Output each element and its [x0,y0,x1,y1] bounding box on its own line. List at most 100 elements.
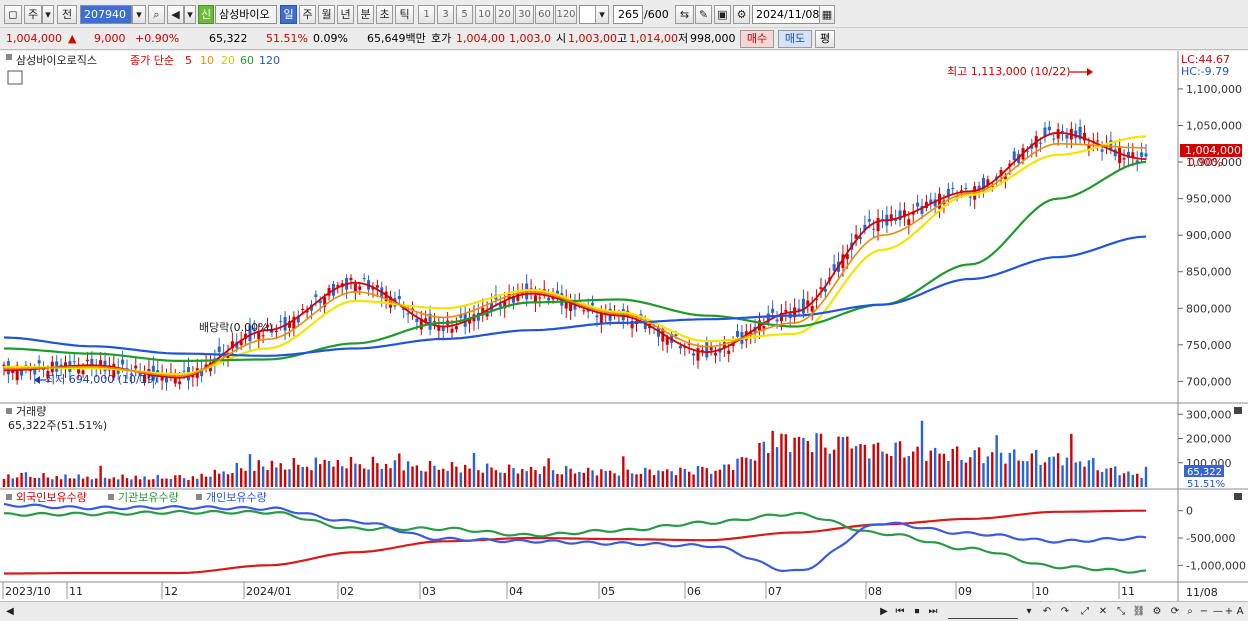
plus-icon[interactable]: + [1224,606,1234,617]
volume-bar [863,444,867,487]
prev-button[interactable]: 전 [57,5,77,24]
panel-handle-icon[interactable] [6,494,12,500]
low-price: 998,000 [690,32,736,45]
zoom-slider[interactable] [948,605,1018,619]
settings-icon[interactable]: ⚙ [1152,606,1162,617]
candle-body [283,317,287,331]
refresh-icon[interactable]: ⟳ [1170,606,1180,617]
link-icon[interactable]: ⛓ [1132,606,1146,617]
interval-120[interactable]: 120 [555,5,577,24]
speaker-icon[interactable]: ◀ [167,5,184,24]
volume-bar [688,471,691,487]
grid-toggle-icon[interactable] [7,70,23,85]
volume-bar [850,448,853,487]
candle-body [428,313,432,330]
stock-label: 삼성바이오로직스 [16,54,97,67]
y-tick-label: 700,000 [1186,375,1232,388]
cross-icon[interactable]: ✕ [1098,606,1108,617]
minus-icon[interactable]: − [1199,606,1209,617]
volume-bar [1013,449,1016,487]
volume-bar [1017,460,1020,487]
period-tab-week[interactable]: 주 [299,5,316,24]
save-icon[interactable]: ▣ [714,5,731,24]
candle-body [362,277,366,279]
gear-icon[interactable]: ⚙ [733,5,750,24]
candle-body [441,326,445,332]
layout-icon[interactable]: ◻ [4,5,22,24]
scroll-left-icon[interactable]: ◀ [6,606,14,617]
sell-button[interactable]: 매도 [778,30,812,48]
count-input[interactable]: 265 [613,5,643,24]
candle-body [1065,134,1069,139]
chevron-down-icon[interactable]: ▾ [132,5,146,24]
search-icon[interactable]: ⌕ [148,5,165,24]
panel-handle-icon[interactable] [108,494,114,500]
period-tab-month[interactable]: 월 [318,5,335,24]
period-dropdown[interactable]: 주 [24,5,42,24]
candle-body [977,185,981,191]
candle-body [454,326,458,330]
interval-3[interactable]: 3 [437,5,454,24]
calendar-icon[interactable]: ▦ [819,5,835,24]
volume-bar [767,453,770,487]
volume-bar [538,474,542,487]
y-axis-ticks: 1,100,000 1,050,000 1,000,000 950,000 900,00… [1178,83,1246,572]
period-tab-second[interactable]: 초 [376,5,393,24]
volume-bar [77,474,80,487]
volume-bar [780,433,783,487]
candle-body [832,264,836,271]
stop-icon[interactable]: ⏹ [914,606,920,617]
interval-30[interactable]: 30 [515,5,534,24]
compare-icon[interactable]: ⇆ [675,5,694,24]
chart-area[interactable]: 1,100,000 1,050,000 1,000,000 950,000 900,00… [0,51,1248,601]
draw-tool-icon[interactable]: ✎ [695,5,712,24]
period-tab-year[interactable]: 년 [337,5,354,24]
volume-bar [529,466,533,487]
stock-code-input[interactable]: 207940 [80,5,132,24]
volume-bar [428,460,432,487]
panel-handle-icon[interactable] [6,54,12,60]
panel-close-icon[interactable] [1234,493,1242,500]
volume-bar [169,478,173,487]
tool-icon[interactable]: ⤢ [1081,606,1089,617]
candle-body [252,327,256,330]
interval-5[interactable]: 5 [456,5,473,24]
scroll-bar[interactable]: ◀ ▶ ⏮ ⏹ ⏭ ▾ ↶ ↷ ⤢ ✕ ⤡ ⛓ ⚙ ⟳ ⌕ − — + A [0,601,1248,621]
forward-icon[interactable]: ⏭ [928,606,938,617]
volume-bar [406,461,410,487]
interval-10[interactable]: 10 [475,5,494,24]
volume-bar [832,449,836,487]
dash-icon[interactable]: — [1213,606,1223,617]
interval-1[interactable]: 1 [418,5,435,24]
chevron-down-icon[interactable]: ▾ [1026,606,1032,617]
buy-button[interactable]: 매수 [740,30,774,48]
panel-handle-icon[interactable] [196,494,202,500]
interval-20[interactable]: 20 [495,5,514,24]
volume-bar [635,474,638,487]
volume-bar [95,478,98,487]
zoom-out-icon[interactable]: ⌕ [1187,606,1193,617]
tool-icon[interactable]: ⤡ [1117,606,1125,617]
panel-close-icon[interactable] [1234,407,1242,414]
redo-icon[interactable]: ↷ [1060,606,1070,617]
panel-handle-icon[interactable] [6,408,12,414]
candle-body [815,298,819,300]
period-tab-minute[interactable]: 분 [357,5,374,24]
rewind-icon[interactable]: ⏮ [895,606,905,617]
chevron-down-icon[interactable]: ▾ [595,5,609,24]
interval-60[interactable]: 60 [535,5,554,24]
period-tab-tick[interactable]: 틱 [395,5,414,24]
volume-bar [960,459,963,487]
candle-body [872,228,876,230]
candle-body [876,217,880,232]
average-button[interactable]: 평 [815,30,835,48]
candle-body [274,330,278,333]
chevron-down-icon[interactable]: ▾ [184,5,196,24]
period-tab-day[interactable]: 일 [280,5,297,24]
date-input[interactable]: 2024/11/08 [752,5,820,24]
undo-icon[interactable]: ↶ [1042,606,1052,617]
auto-scale-icon[interactable]: A [1236,606,1244,617]
chevron-down-icon[interactable]: ▾ [42,5,54,24]
volume-bar [789,452,792,487]
play-icon[interactable]: ▶ [880,606,888,617]
